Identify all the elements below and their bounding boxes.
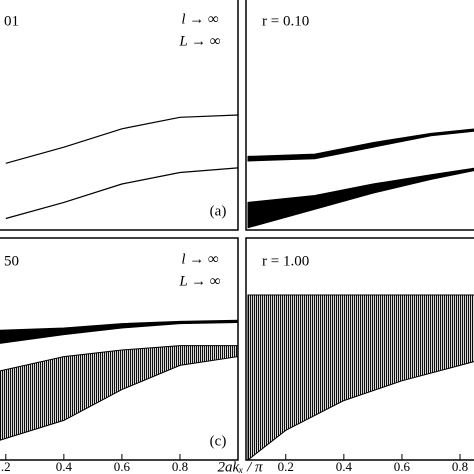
annotation: L → ∞	[178, 33, 221, 49]
panel-frame	[0, 0, 239, 231]
band-area	[247, 167, 474, 229]
x-tick-label: 0.4	[336, 459, 353, 474]
panel-frame	[245, 0, 474, 231]
panel-title: 01	[4, 13, 19, 29]
band-area	[247, 128, 474, 162]
annotation: (c)	[210, 433, 227, 449]
x-tick-label: 0.6	[114, 459, 131, 474]
x-tick-label: 0.4	[56, 459, 73, 474]
band-line	[5, 114, 239, 164]
panel-title: r = 1.00	[262, 253, 309, 269]
x-tick-label: .2	[1, 459, 11, 474]
band-area	[0, 319, 239, 344]
annotation: l → ∞	[181, 11, 219, 27]
x-axis-label: 2akₓ / π	[217, 459, 263, 474]
panel-frame	[245, 237, 474, 461]
band-area	[0, 345, 239, 441]
annotation: l → ∞	[181, 251, 219, 267]
panel-title: 50	[4, 253, 19, 269]
panel-frame	[0, 237, 239, 461]
annotation: L → ∞	[178, 273, 221, 289]
annotation: (a)	[210, 203, 227, 219]
x-tick-label: 0.6	[394, 459, 411, 474]
band-area	[247, 294, 474, 462]
x-tick-label: 0.2	[278, 459, 294, 474]
x-tick-label: 0.8	[452, 459, 468, 474]
panel-title: r = 0.10	[262, 13, 309, 29]
x-tick-label: 0.8	[172, 459, 188, 474]
band-line	[5, 167, 239, 220]
